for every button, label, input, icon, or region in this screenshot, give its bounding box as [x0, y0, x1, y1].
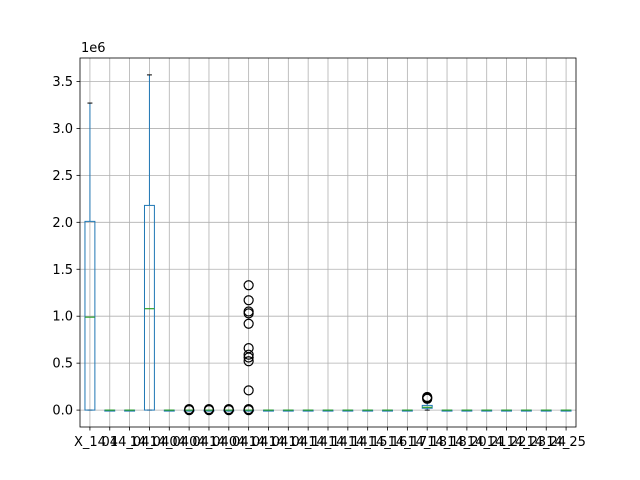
- box-12: [302, 409, 314, 412]
- x-tick-label: 14_15: [348, 435, 388, 450]
- box-10: [263, 409, 274, 412]
- box-1: [84, 102, 96, 411]
- box-24: [540, 409, 552, 412]
- box-2: [104, 409, 116, 412]
- outlier-point: [243, 349, 254, 360]
- box-25: [560, 409, 572, 412]
- box-21: [481, 409, 493, 412]
- y-tick-label: 2.0: [52, 216, 73, 231]
- x-tick-label: 14_18: [407, 435, 447, 450]
- x-tick-label: 04_04: [189, 435, 229, 450]
- y-tick-label: 3.0: [52, 122, 73, 137]
- x-tick-label: 04_04: [229, 435, 269, 450]
- box-iqr: [143, 204, 155, 411]
- x-tick-label: 14_16: [368, 435, 408, 450]
- x-tick-label: 14_17: [388, 435, 428, 450]
- box-18: [421, 391, 433, 411]
- y-tick-label: 2.5: [52, 169, 73, 184]
- box-iqr: [84, 220, 96, 411]
- x-tick-label: 04: [101, 435, 118, 450]
- x-tick-label: X_14: [74, 435, 106, 450]
- box-22: [501, 409, 513, 412]
- outlier-point: [243, 318, 254, 329]
- x-tick-label: 14_04: [249, 435, 289, 450]
- box-6: [183, 404, 195, 416]
- x-tick-label: 14_24: [526, 435, 566, 450]
- box-4: [143, 74, 155, 411]
- box-9: [243, 280, 255, 416]
- outlier-point: [243, 295, 254, 306]
- box-17: [401, 409, 413, 412]
- outlier-point: [223, 404, 234, 415]
- x-tick-label: 14_22: [487, 435, 527, 450]
- outlier-point: [422, 391, 433, 403]
- box-23: [520, 409, 532, 412]
- x-tick-label: 14_04: [149, 435, 189, 450]
- outlier-point: [203, 404, 215, 415]
- x-tick-label: 04_04: [169, 435, 209, 450]
- y-tick-label: 1.5: [52, 263, 73, 278]
- y-tick-label: 1.0: [52, 310, 73, 325]
- y-tick-label: 3.5: [52, 75, 73, 90]
- x-axis-ticks: X_140414_0414_0414_0404_0404_0414_0404_0…: [74, 427, 586, 450]
- box-20: [461, 409, 473, 412]
- x-tick-label: 14_23: [507, 435, 547, 450]
- x-tick-label: 14_25: [546, 435, 586, 450]
- box-19: [441, 409, 453, 412]
- outlier-point: [243, 306, 254, 317]
- box-11: [282, 409, 294, 412]
- y-tick-label: 0.0: [52, 404, 73, 419]
- x-tick-label: 14_14: [328, 435, 368, 450]
- box-5: [163, 409, 175, 412]
- x-tick-label: 14_04: [269, 435, 309, 450]
- outlier-point: [243, 404, 254, 415]
- y-axis-ticks: 0.0 0.5 1.0 1.5 2.0 2.5 3.0 3.5: [52, 75, 80, 419]
- x-tick-label: 14_04: [110, 435, 150, 450]
- x-tick-label: 14_14: [308, 435, 348, 450]
- box-14: [342, 409, 354, 412]
- box-16: [382, 409, 393, 412]
- x-tick-label: 14_14: [288, 435, 328, 450]
- outlier-point: [243, 343, 254, 354]
- x-tick-label: 14_21: [467, 435, 507, 450]
- y-axis-offset-label: 1e6: [81, 41, 106, 56]
- x-tick-label: 14_20: [447, 435, 487, 450]
- y-tick-label: 0.5: [52, 357, 73, 372]
- outlier-point: [184, 404, 195, 415]
- box-series: [84, 74, 572, 416]
- x-tick-label: 14_04: [209, 435, 249, 450]
- box-8: [223, 404, 235, 416]
- box-13: [322, 409, 334, 412]
- box-3: [124, 409, 136, 412]
- outlier-point: [243, 356, 254, 367]
- outlier-point: [243, 385, 254, 396]
- box-15: [362, 409, 374, 412]
- outlier-point: [243, 280, 254, 291]
- x-tick-label: 14_04: [130, 435, 170, 450]
- box-7: [203, 404, 215, 416]
- x-tick-label: 14_18: [427, 435, 467, 450]
